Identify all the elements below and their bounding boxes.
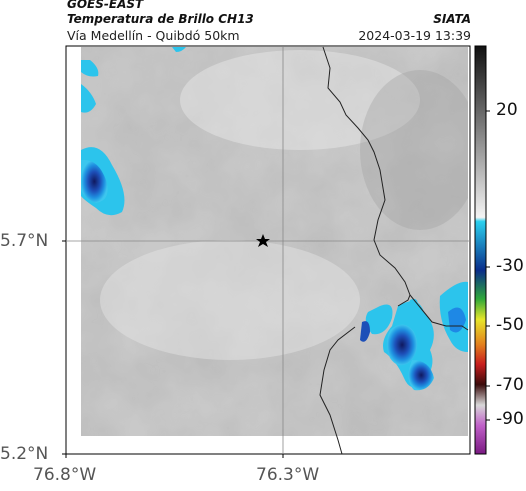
colorbar-tick-label: -70 [496, 375, 524, 395]
colorbar-tick-label: 20 [496, 100, 518, 120]
colorbar [474, 45, 487, 455]
satellite-image [81, 47, 468, 436]
colorbar-tick-label: -50 [496, 315, 524, 335]
lon-tick-label: 76.3°W [256, 465, 320, 485]
colorbar-tick-label: -30 [496, 256, 524, 276]
lat-tick-label: 5.2°N [0, 444, 49, 464]
satellite-title: GOES-EAST [67, 0, 144, 11]
org-label: SIATA [433, 12, 471, 26]
timestamp: 2024-03-19 13:39 [358, 28, 471, 43]
product-title: Temperatura de Brillo CH13 [67, 12, 254, 26]
star-icon [256, 234, 270, 247]
department-border [322, 46, 469, 331]
municipality-border [319, 326, 356, 455]
lat-tick-label: 5.7°N [0, 231, 49, 251]
lon-tick-label: 76.8°W [33, 465, 97, 485]
route-label: Vía Medellín - Quibdó 50km [67, 28, 240, 43]
colorbar-tick-label: -90 [496, 409, 524, 429]
